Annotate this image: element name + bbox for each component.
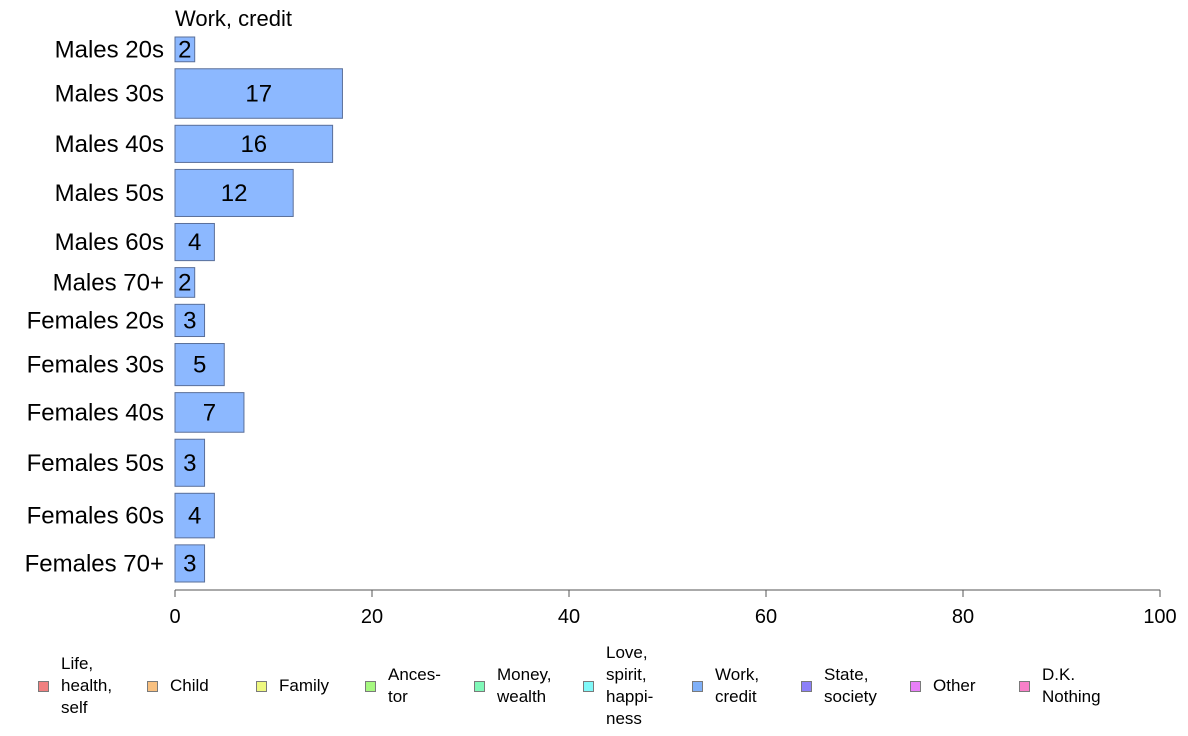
- bar-males-50s: [174, 168, 294, 217]
- bar-value-label: 3: [183, 550, 196, 577]
- bar-value-label: 2: [178, 269, 191, 296]
- bar-females-60s: [174, 492, 215, 539]
- category-label: Females 70+: [25, 550, 164, 577]
- legend-swatch: [583, 680, 594, 692]
- legend-item: Money, wealth: [474, 636, 552, 736]
- legend-swatch: [692, 680, 703, 692]
- bar-value-label: 5: [193, 352, 206, 379]
- x-tick-label: 80: [952, 606, 974, 628]
- legend-label: Work, credit: [715, 665, 760, 706]
- legend-label: Other: [933, 676, 976, 695]
- legend-label: State, society: [824, 665, 877, 706]
- legend-label: Love, spirit, happi- ness: [606, 643, 654, 728]
- legend-label: Ances- tor: [388, 665, 441, 706]
- bar-value-label: 2: [178, 36, 191, 63]
- category-label: Males 40s: [55, 131, 164, 158]
- bar-males-30s: [174, 68, 343, 119]
- bar-females-20s: [174, 303, 206, 338]
- bar-value-label: 4: [188, 229, 201, 256]
- legend-label: Family: [279, 676, 330, 695]
- bar-value-label: 3: [183, 450, 196, 477]
- legend-label: Money, wealth: [497, 665, 552, 706]
- legend-swatch: [147, 680, 158, 692]
- bar-value-label: 12: [221, 180, 248, 207]
- category-label: Males 20s: [55, 36, 164, 63]
- x-tick-label: 40: [558, 606, 580, 628]
- x-tick-label: 60: [755, 606, 777, 628]
- legend-item: Other: [910, 636, 976, 736]
- legend-label: Life, health, self: [61, 654, 113, 717]
- legend-swatch: [910, 680, 921, 692]
- legend-item: Family: [256, 636, 329, 736]
- bar-males-20s: [174, 36, 196, 63]
- bar-females-30s: [174, 343, 225, 387]
- category-label: Females 30s: [27, 352, 164, 379]
- legend-item: Life, health, self: [38, 636, 112, 736]
- bar-value-label: 7: [203, 399, 216, 426]
- legend-item: State, society: [801, 636, 877, 736]
- x-tick-label: 0: [169, 606, 180, 628]
- bar-value-label: 4: [188, 503, 201, 530]
- legend-swatch: [365, 680, 376, 692]
- legend-swatch: [38, 680, 49, 692]
- legend-swatch: [474, 680, 485, 692]
- category-label: Females 60s: [27, 503, 164, 530]
- category-label: Males 60s: [55, 229, 164, 256]
- category-label: Females 40s: [27, 399, 164, 426]
- legend-swatch: [256, 680, 267, 692]
- legend-swatch: [801, 680, 812, 692]
- bar-females-50s: [174, 438, 206, 487]
- legend-label: D.K. Nothing: [1042, 665, 1101, 706]
- category-label: Males 50s: [55, 180, 164, 207]
- x-tick-label: 100: [1143, 606, 1176, 628]
- legend-item: D.K. Nothing: [1019, 636, 1101, 736]
- bar-males-40s: [174, 124, 334, 163]
- legend-item: Ances- tor: [365, 636, 441, 736]
- x-tick-label: 20: [361, 606, 383, 628]
- bar-value-label: 3: [183, 307, 196, 334]
- category-label: Females 50s: [27, 450, 164, 477]
- legend-item: Work, credit: [692, 636, 759, 736]
- bar-females-70-: [174, 544, 206, 583]
- category-label: Males 30s: [55, 81, 164, 108]
- legend-swatch: [1019, 680, 1030, 692]
- chart-title: Work, credit: [175, 6, 292, 31]
- legend-item: Child: [147, 636, 209, 736]
- bar-value-label: 17: [245, 81, 272, 108]
- chart-legend: Life, health, self Child Family Ances- tor M…: [0, 636, 1188, 736]
- legend-item: Love, spirit, happi- ness: [583, 636, 653, 736]
- category-label: Females 20s: [27, 307, 164, 334]
- bar-males-70-: [174, 267, 196, 298]
- bar-value-label: 16: [240, 131, 267, 158]
- bar-females-40s: [174, 392, 245, 433]
- bar-males-60s: [174, 222, 215, 262]
- bar-chart: Work, credit 2 Males 20s 17 Males 30s 16 Males…: [25, 6, 1177, 628]
- category-label: Males 70+: [53, 269, 164, 296]
- legend-label: Child: [170, 676, 209, 695]
